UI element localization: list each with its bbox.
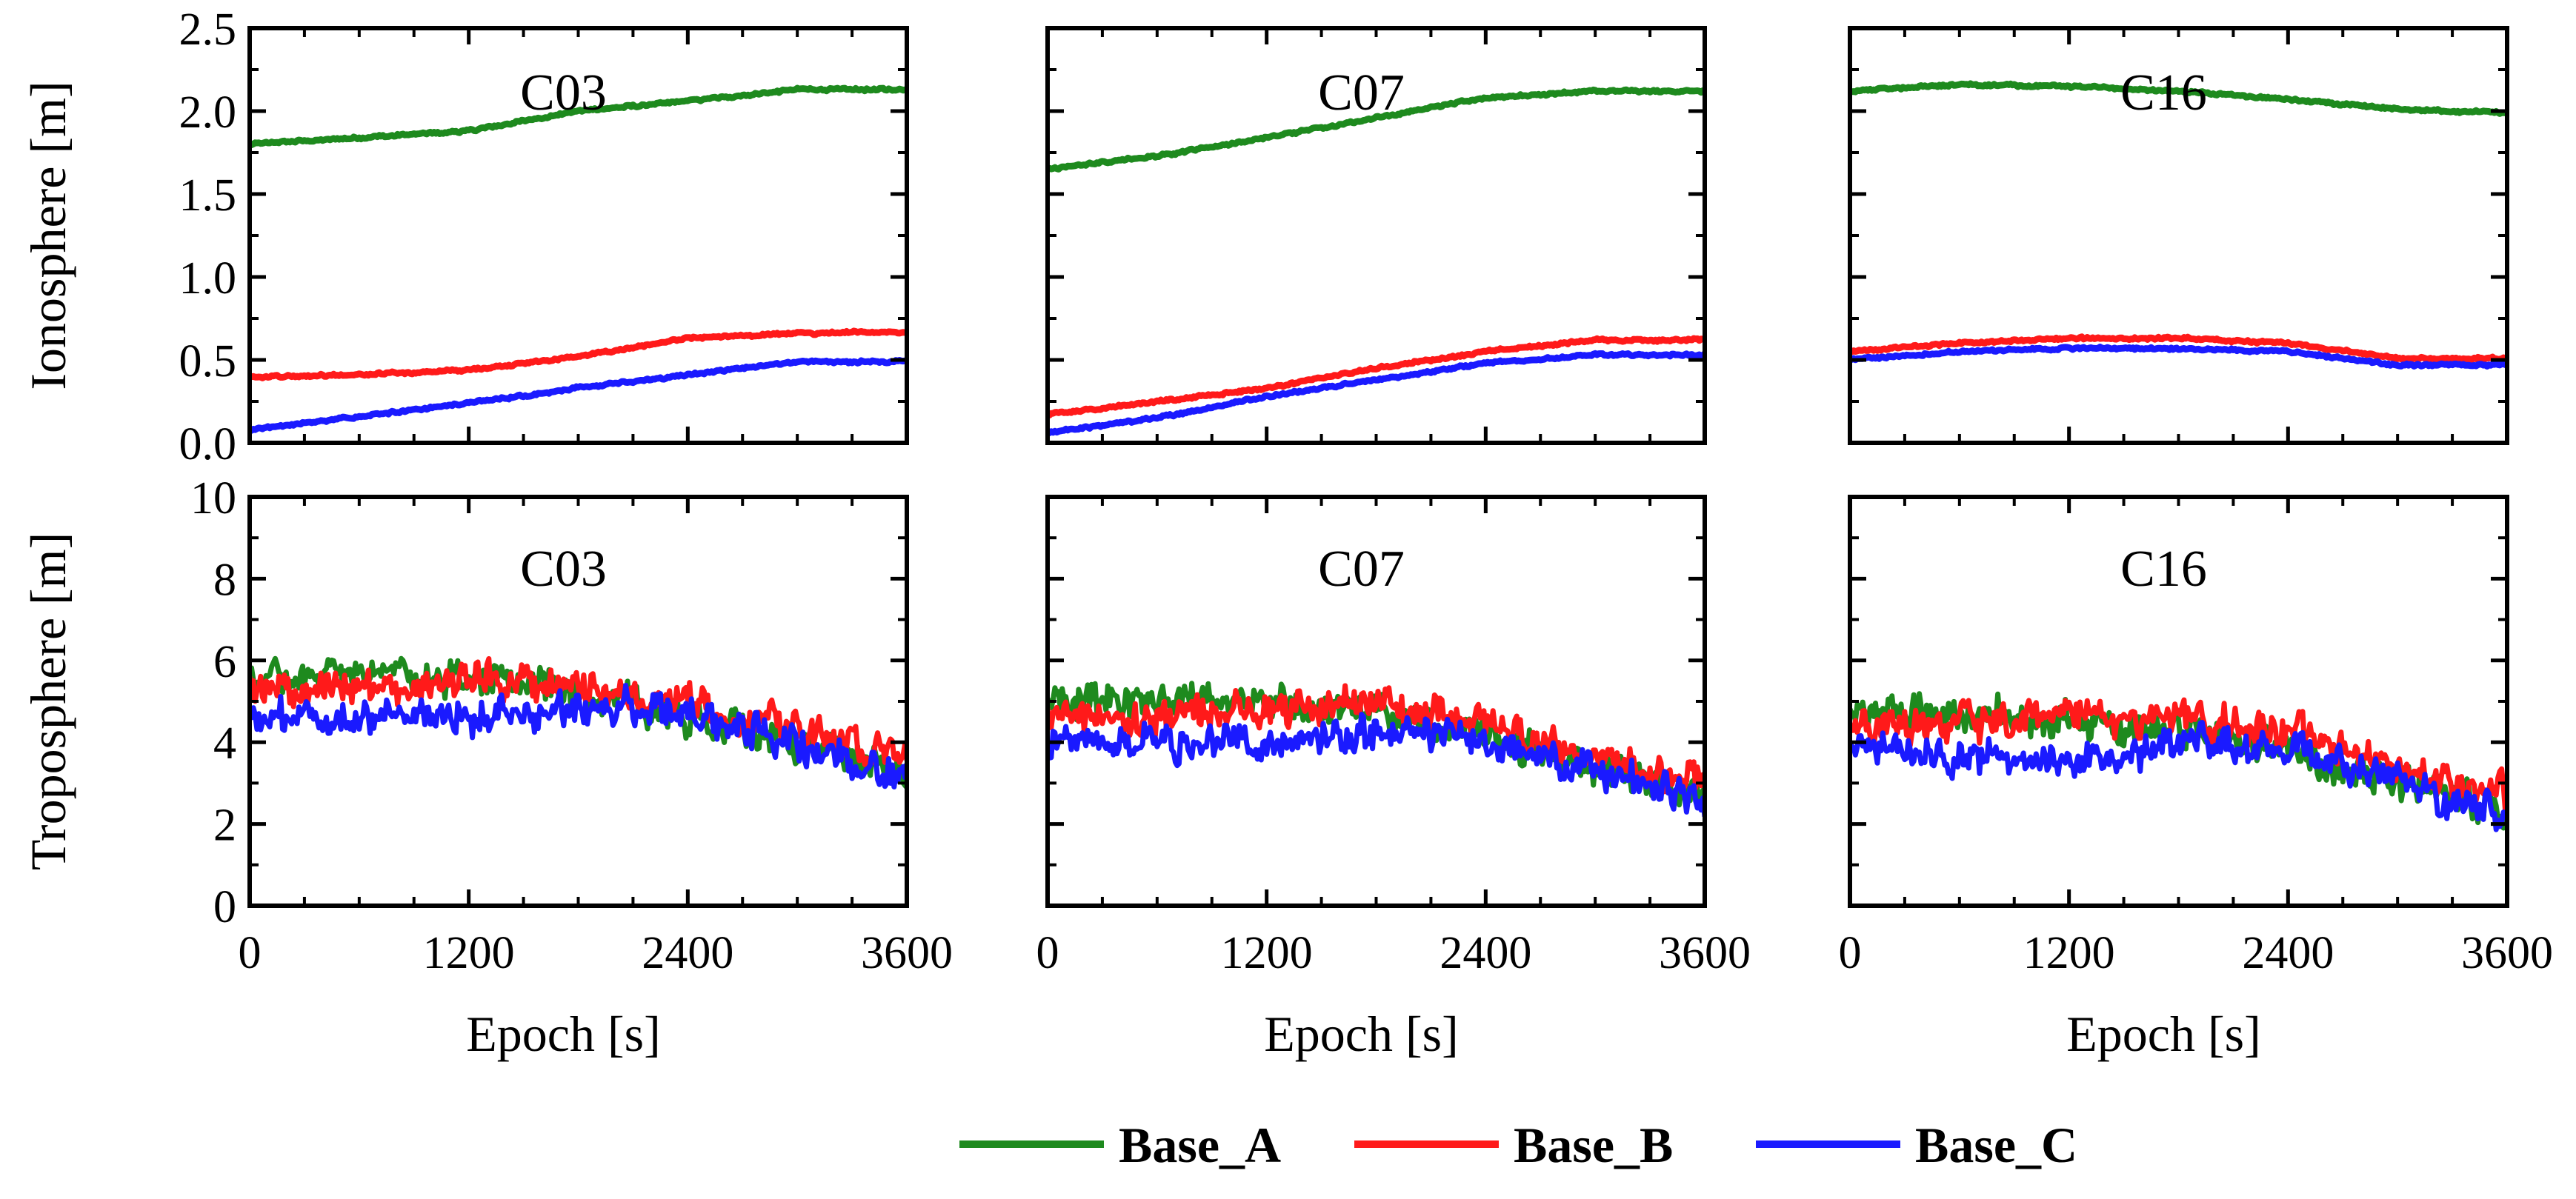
- y-tick-label: 0.0: [179, 419, 237, 470]
- series-line-base_a: [250, 84, 907, 148]
- y-tick-label: 0.5: [179, 336, 237, 387]
- legend: Base_A Base_B Base_C: [959, 1117, 2077, 1173]
- panel-ionosphere-c07: C07: [1045, 26, 1707, 445]
- panel-troposphere-c16: 0 1200 2400 3600 C16 Epoch [s]: [1839, 495, 2553, 1062]
- legend-label-base_c: Base_C: [1915, 1117, 2077, 1173]
- series-line-base_b: [1850, 333, 2507, 364]
- panel-title: C16: [2120, 64, 2207, 121]
- y-axis-title-troposphere: Troposphere [m]: [20, 532, 76, 870]
- x-tick-label: 3600: [2461, 928, 2553, 978]
- x-tick-label: 3600: [1659, 928, 1751, 978]
- series-line-base_c: [1850, 344, 2507, 370]
- panel-title: C07: [1318, 541, 1405, 598]
- series-line-base_a: [1850, 80, 2507, 117]
- series-line-base_c: [250, 683, 907, 789]
- x-tick-label: 0: [239, 928, 262, 978]
- x-tick-label: 2400: [2242, 928, 2334, 978]
- series-line-base_c: [1850, 720, 2507, 832]
- y-tick-label: 6: [213, 637, 236, 687]
- x-tick-label: 0: [1839, 928, 1862, 978]
- x-axis-title: Epoch [s]: [2066, 1006, 2260, 1062]
- legend-label-base_a: Base_A: [1119, 1117, 1281, 1173]
- panel-title: C03: [520, 541, 607, 598]
- series-line-base_a: [1048, 86, 1705, 173]
- y-tick-label: 4: [213, 718, 236, 769]
- y-tick-label: 8: [213, 555, 236, 605]
- series-line-base_b: [250, 656, 907, 770]
- series-line-base_b: [250, 327, 907, 381]
- series-line-base_c: [1048, 712, 1705, 818]
- legend-label-base_b: Base_B: [1514, 1117, 1673, 1173]
- x-tick-label: 1200: [2023, 928, 2115, 978]
- x-tick-label: 1200: [1221, 928, 1313, 978]
- x-tick-label: 0: [1036, 928, 1059, 978]
- x-tick-label: 1200: [423, 928, 515, 978]
- series-line-base_b: [1048, 683, 1705, 795]
- y-tick-label: 0: [213, 882, 236, 932]
- series-line-base_c: [250, 357, 907, 434]
- panel-title: C03: [520, 64, 607, 121]
- y-tick-label: 1.5: [179, 170, 237, 221]
- panel-ionosphere-c03: 0.0 0.5 1.0 1.5 2.0 2.5 C03: [179, 4, 909, 470]
- panel-ionosphere-c16: C16: [1848, 26, 2509, 445]
- panel-title: C07: [1318, 64, 1405, 121]
- panel-title: C16: [2120, 541, 2207, 598]
- x-tick-label: 2400: [642, 928, 733, 978]
- series-line-base_b: [1048, 335, 1705, 418]
- x-axis-title: Epoch [s]: [466, 1006, 660, 1062]
- series-line-base_c: [1048, 350, 1705, 437]
- y-tick-label: 2: [213, 801, 236, 851]
- y-axis-title-ionosphere: Ionosphere [m]: [20, 81, 76, 390]
- x-axis-title: Epoch [s]: [1264, 1006, 1458, 1062]
- panel-troposphere-c03: 0 2 4 6 8 10 0 1200 2400 3600 C03 Epoch [s]: [190, 473, 953, 1062]
- panel-troposphere-c07: 0 1200 2400 3600 C07 Epoch [s]: [1036, 495, 1751, 1062]
- y-tick-label: 2.5: [179, 4, 237, 55]
- y-tick-label: 10: [190, 473, 236, 524]
- x-tick-label: 2400: [1440, 928, 1531, 978]
- y-tick-label: 2.0: [179, 87, 237, 138]
- x-tick-label: 3600: [861, 928, 953, 978]
- y-tick-label: 1.0: [179, 253, 237, 304]
